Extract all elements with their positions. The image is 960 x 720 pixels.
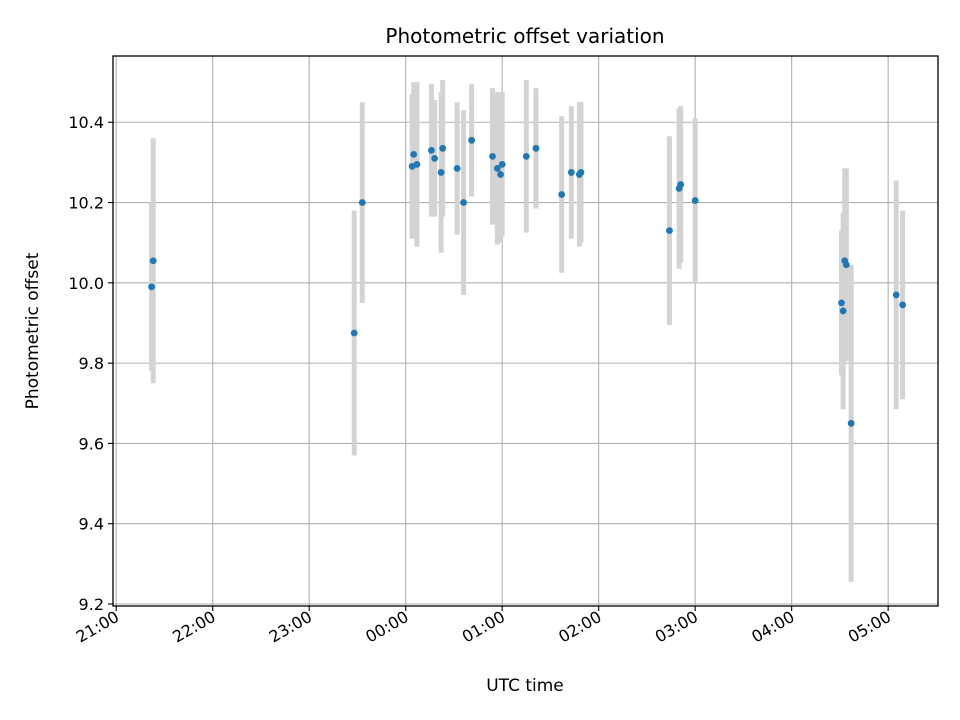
y-tick-label: 9.8 [79, 354, 104, 373]
data-point [498, 160, 506, 168]
data-point [522, 152, 530, 160]
grid [113, 56, 938, 606]
data-point [847, 419, 855, 427]
y-tick-label: 10.0 [68, 274, 104, 293]
data-point [439, 144, 447, 152]
data-point [839, 307, 847, 315]
data-point [666, 227, 673, 235]
data-point [410, 150, 418, 158]
data-point [460, 199, 467, 206]
data-point [428, 146, 435, 154]
data-point [532, 144, 540, 152]
y-tick-label: 9.2 [79, 595, 104, 614]
data-point [838, 299, 845, 307]
y-axis-ticks: 9.2 9.4 9.6 9.8 10.0 10.2 10.4 [68, 113, 113, 614]
data-point [350, 329, 358, 337]
plot-frame [112, 55, 939, 607]
y-tick-label: 9.6 [79, 434, 104, 453]
data-point [577, 169, 585, 176]
data-point [468, 136, 476, 144]
data-point [677, 181, 685, 188]
data-point [493, 165, 501, 172]
x-axis-label: UTC time [486, 676, 564, 696]
data-point [413, 160, 421, 168]
data-points [148, 136, 907, 427]
data-point [558, 191, 566, 198]
y-tick-label: 10.4 [68, 113, 104, 132]
y-axis-label: Photometric offset [23, 252, 43, 409]
data-point [691, 197, 699, 204]
data-point [148, 283, 155, 291]
data-point [437, 169, 445, 176]
data-point [358, 199, 366, 206]
data-point [431, 154, 439, 162]
y-tick-label: 10.2 [68, 194, 104, 213]
data-point [567, 169, 575, 176]
data-point [149, 257, 157, 265]
data-point [899, 301, 907, 309]
y-tick-label: 9.4 [79, 515, 104, 534]
data-point [453, 165, 461, 172]
data-point [892, 291, 900, 299]
data-point [489, 152, 496, 160]
data-point [497, 171, 504, 178]
data-point [842, 261, 850, 269]
chart-title: Photometric offset variation [385, 24, 664, 48]
